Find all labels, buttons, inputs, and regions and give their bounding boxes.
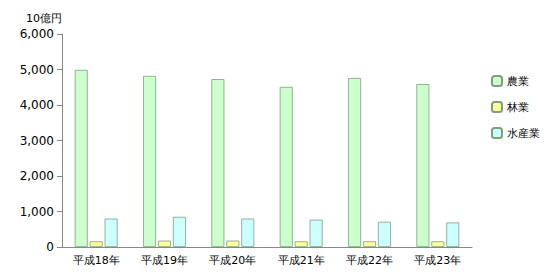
svg-text:6,000: 6,000: [20, 27, 54, 41]
svg-text:1,000: 1,000: [20, 205, 54, 219]
svg-text:水産業: 水産業: [507, 127, 540, 140]
svg-text:5,000: 5,000: [20, 63, 54, 77]
svg-text:4,000: 4,000: [20, 98, 54, 112]
svg-text:平成23年: 平成23年: [414, 254, 461, 267]
svg-text:10億円: 10億円: [26, 12, 62, 25]
svg-text:平成19年: 平成19年: [141, 254, 188, 267]
svg-text:平成21年: 平成21年: [278, 254, 325, 267]
svg-text:平成22年: 平成22年: [346, 254, 393, 267]
svg-text:0: 0: [46, 240, 54, 254]
svg-text:農業: 農業: [507, 75, 529, 88]
svg-text:3,000: 3,000: [20, 134, 54, 148]
svg-text:2,000: 2,000: [20, 169, 54, 183]
svg-text:平成20年: 平成20年: [209, 254, 256, 267]
svg-text:林業: 林業: [506, 101, 529, 114]
svg-text:平成18年: 平成18年: [73, 254, 120, 267]
